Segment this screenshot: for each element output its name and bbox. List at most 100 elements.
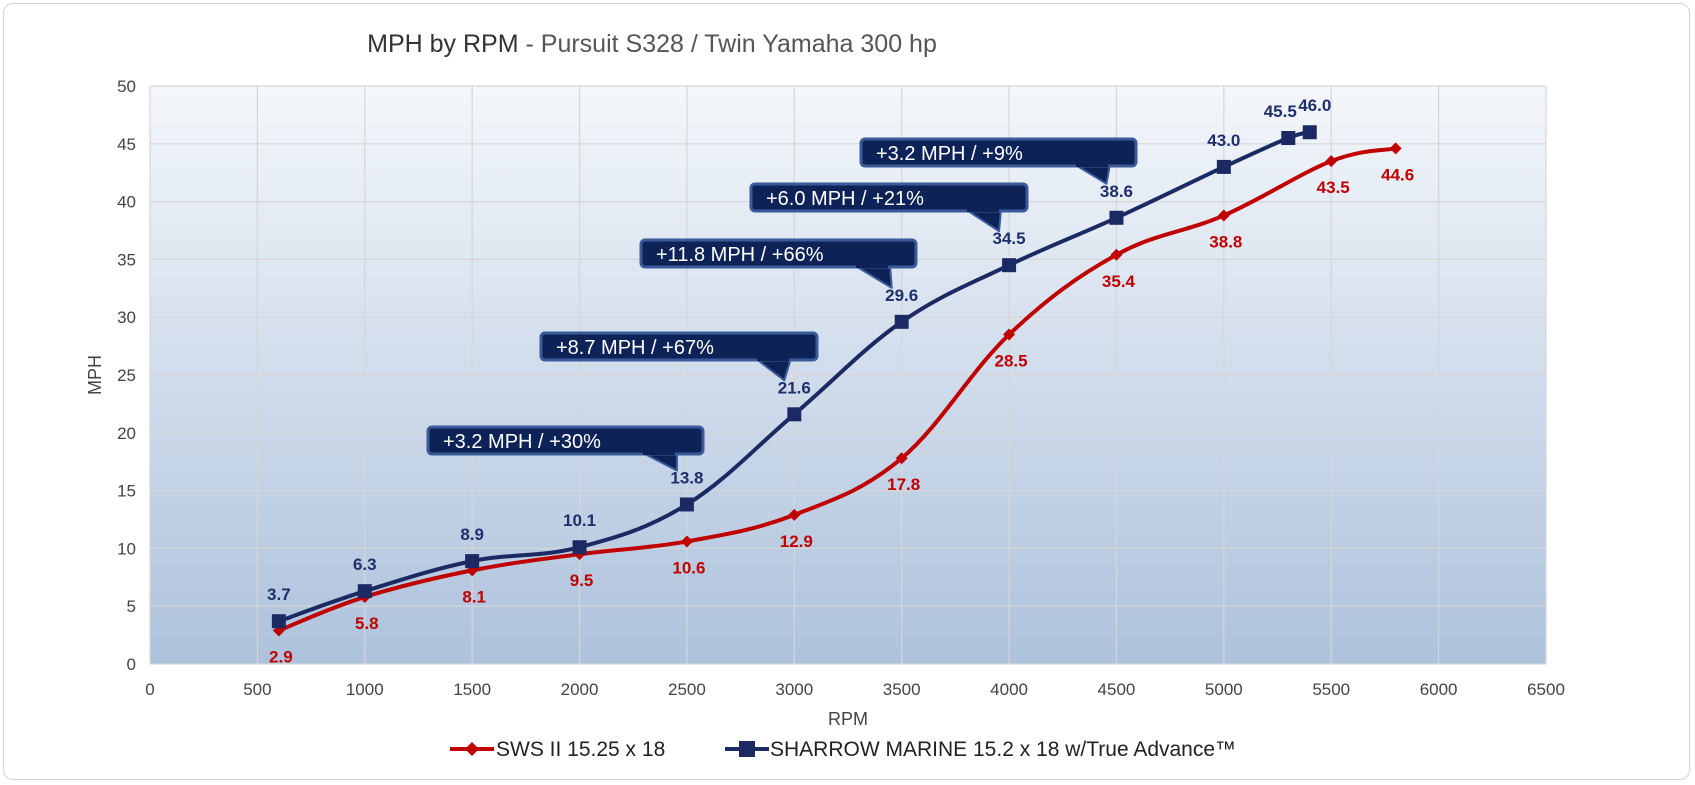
- marker-sharrow-4000: [1002, 258, 1017, 273]
- x-tick-label-3000: 3000: [775, 680, 813, 699]
- marker-sws-3000: [788, 508, 801, 521]
- data-label-sharrow-2500: 13.8: [670, 468, 703, 487]
- grid-lines: [149, 85, 1547, 665]
- y-tick-label-30: 30: [117, 308, 136, 327]
- y-tick-label-45: 45: [117, 135, 136, 154]
- legend-item-sws: SWS II 15.25 x 18: [450, 738, 665, 761]
- callout-text: +11.8 MPH / +66%: [656, 244, 824, 266]
- data-label-sws-2500: 10.6: [672, 558, 705, 577]
- marker-sws-5800: [1389, 142, 1402, 155]
- data-label-sws-3500: 17.8: [887, 475, 920, 494]
- x-tick-label-2000: 2000: [561, 680, 599, 699]
- marker-sharrow-5000: [1216, 159, 1231, 174]
- marker-sharrow-3500: [894, 314, 909, 329]
- x-tick-label-500: 500: [243, 680, 271, 699]
- marker-sharrow-3000: [787, 407, 802, 422]
- legend: SWS II 15.25 x 18 SHARROW MARINE 15.2 x …: [450, 738, 1236, 761]
- data-label-sws-4000: 28.5: [995, 352, 1028, 371]
- data-label-sharrow-600: 3.7: [267, 585, 291, 604]
- x-tick-label-0: 0: [145, 680, 154, 699]
- data-labels: 2.9 5.8 8.1 9.5 10.6 12.9 17.8 28.5 35.4 38.8 43.5…: [267, 96, 1414, 666]
- chart-title: MPH by RPM - Pursuit S328 / Twin Yamaha …: [367, 30, 937, 58]
- x-tick-label-2500: 2500: [668, 680, 706, 699]
- y-tick-label-15: 15: [117, 482, 136, 501]
- data-label-sharrow-2000: 10.1: [563, 511, 596, 530]
- marker-sharrow-5400: [1302, 125, 1317, 140]
- chart-subtitle: Pursuit S328 / Twin Yamaha 300 hp: [541, 30, 937, 58]
- marker-sws-2500: [680, 535, 693, 548]
- y-tick-label-0: 0: [127, 655, 136, 674]
- legend-label-sws: SWS II 15.25 x 18: [496, 738, 665, 761]
- callout-box: [749, 182, 1029, 213]
- series-layer: [271, 125, 1402, 637]
- y-tick-label-50: 50: [117, 77, 136, 96]
- x-tick-label-3500: 3500: [883, 680, 921, 699]
- legend-swatch-sharrow-marker: [739, 741, 755, 757]
- data-label-sharrow-1000: 6.3: [353, 555, 377, 574]
- data-label-sharrow-1500: 8.9: [460, 525, 484, 544]
- x-tick-label-4500: 4500: [1098, 680, 1136, 699]
- callout-3-2-mph-9: +3.2 MPH / +9%: [859, 137, 1138, 185]
- data-label-sws-5000: 38.8: [1209, 232, 1242, 251]
- data-label-sws-600: 2.9: [269, 647, 293, 666]
- y-axis-title: MPH: [85, 355, 105, 395]
- data-label-sharrow-5300: 45.5: [1264, 102, 1297, 121]
- callout-box: [639, 238, 918, 269]
- callout-11-8-mph-66: +11.8 MPH / +66%: [639, 238, 918, 289]
- marker-sharrow-1500: [465, 554, 480, 569]
- callout-6-0-mph-21: +6.0 MPH / +21%: [749, 182, 1029, 233]
- legend-label-sharrow: SHARROW MARINE 15.2 x 18 w/True Advance™: [770, 738, 1236, 761]
- marker-sharrow-600: [271, 614, 286, 629]
- y-tick-label-35: 35: [117, 250, 136, 269]
- data-label-sharrow-4500: 38.6: [1100, 182, 1133, 201]
- marker-sharrow-2500: [679, 497, 694, 512]
- y-tick-label-25: 25: [117, 366, 136, 385]
- x-axis-title: RPM: [828, 709, 868, 729]
- legend-swatch-sws-marker: [465, 742, 479, 756]
- callout-layer: +3.2 MPH / +30% +8.7 MPH / +67% +11.8 MPH …: [426, 137, 1138, 472]
- x-tick-label-6000: 6000: [1420, 680, 1458, 699]
- callout-text: +3.2 MPH / +9%: [876, 143, 1023, 165]
- x-tick-label-5500: 5500: [1312, 680, 1350, 699]
- marker-sharrow-1000: [357, 584, 372, 599]
- data-label-sws-4500: 35.4: [1102, 272, 1136, 291]
- callout-3-2-mph-30: +3.2 MPH / +30%: [426, 425, 705, 472]
- callout-text: +6.0 MPH / +21%: [766, 188, 924, 210]
- data-label-sharrow-3000: 21.6: [778, 378, 811, 397]
- x-tick-label-4000: 4000: [990, 680, 1028, 699]
- x-tick-label-6500: 6500: [1527, 680, 1565, 699]
- marker-sws-4000: [1003, 328, 1016, 341]
- data-label-sharrow-5400: 46.0: [1298, 96, 1331, 115]
- marker-sws-3500: [895, 452, 908, 465]
- data-label-sharrow-3500: 29.6: [885, 286, 918, 305]
- chart-title-separator: -: [519, 30, 541, 58]
- callout-8-7-mph-67: +8.7 MPH / +67%: [539, 331, 819, 382]
- data-label-sws-5800: 44.6: [1381, 165, 1414, 184]
- data-label-sharrow-4000: 34.5: [993, 229, 1026, 248]
- legend-item-sharrow: SHARROW MARINE 15.2 x 18 w/True Advance™: [725, 738, 1236, 761]
- x-tick-label-1000: 1000: [346, 680, 384, 699]
- callout-box: [539, 331, 819, 362]
- marker-sws-5500: [1325, 155, 1338, 168]
- x-tick-label-1500: 1500: [453, 680, 491, 699]
- y-tick-label-40: 40: [117, 193, 136, 212]
- y-tick-label-5: 5: [127, 597, 136, 616]
- data-label-sharrow-5000: 43.0: [1207, 131, 1240, 150]
- data-label-sws-5500: 43.5: [1317, 178, 1350, 197]
- y-tick-label-20: 20: [117, 424, 136, 443]
- marker-sws-4500: [1110, 248, 1123, 261]
- data-label-sws-1500: 8.1: [462, 587, 486, 606]
- marker-sharrow-5300: [1281, 131, 1296, 146]
- callout-box: [859, 137, 1138, 168]
- marker-sharrow-2000: [572, 540, 587, 555]
- marker-sharrow-4500: [1109, 210, 1124, 225]
- data-label-sws-1000: 5.8: [355, 614, 379, 633]
- data-label-sws-2000: 9.5: [570, 571, 594, 590]
- callout-box: [426, 425, 705, 456]
- y-tick-label-10: 10: [117, 539, 136, 558]
- chart-title-main: MPH by RPM: [367, 30, 518, 58]
- data-label-sws-3000: 12.9: [780, 532, 813, 551]
- callout-text: +8.7 MPH / +67%: [556, 337, 714, 359]
